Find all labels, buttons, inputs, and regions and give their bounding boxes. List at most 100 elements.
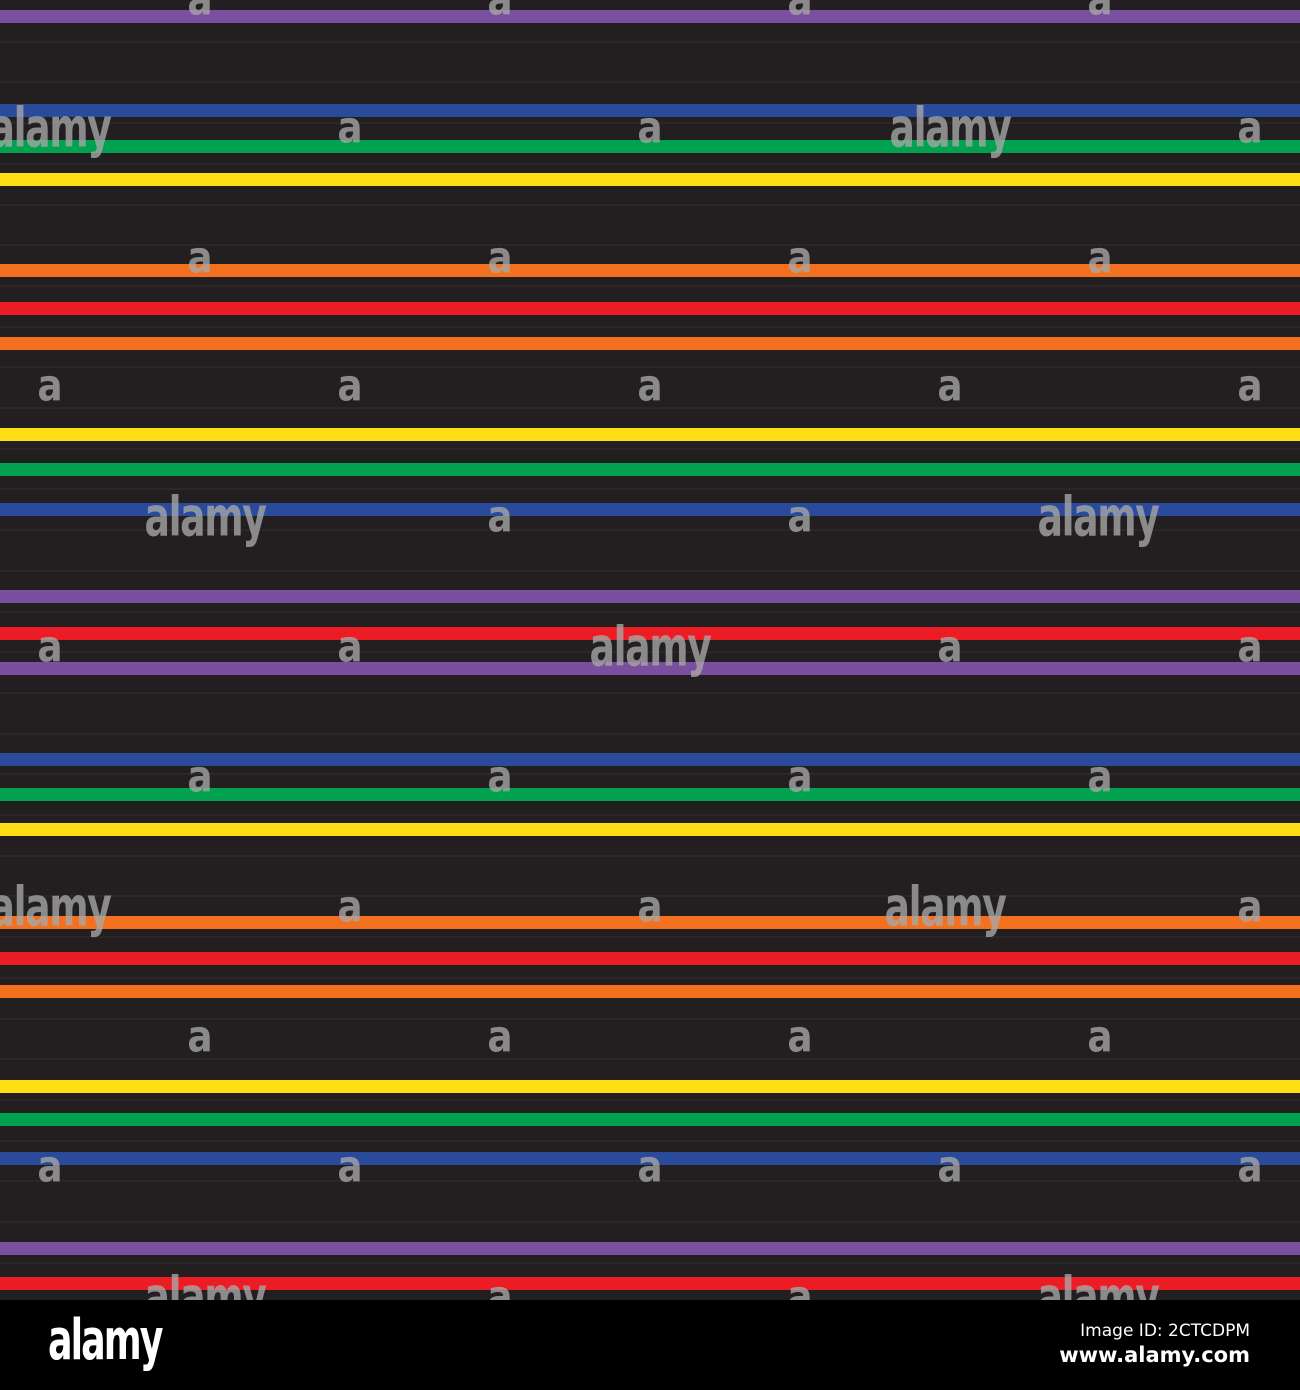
- pinstripe: [0, 1058, 1300, 1061]
- pinstripe: [0, 1017, 1300, 1020]
- watermark-letter: a: [487, 491, 513, 543]
- stripe-purple: [0, 10, 1300, 23]
- watermark-letter: a: [787, 1011, 813, 1063]
- stripe-green: [0, 1113, 1300, 1126]
- pinstripe: [0, 488, 1300, 491]
- watermark-letter: a: [487, 232, 513, 284]
- stripe-purple: [0, 590, 1300, 603]
- watermark-letter: a: [637, 1141, 663, 1193]
- pinstripe: [0, 895, 1300, 898]
- watermark-letter: a: [487, 1271, 513, 1301]
- pinstripe: [0, 976, 1300, 979]
- pinstripe: [0, 732, 1300, 735]
- pinstripe: [0, 1221, 1300, 1223]
- watermark-letter: a: [37, 360, 63, 412]
- watermark-letter: a: [337, 881, 363, 933]
- watermark-letter: a: [937, 1141, 963, 1193]
- watermark-letter: a: [787, 0, 813, 26]
- watermark-letter: a: [1237, 102, 1263, 154]
- watermark-letter: a: [1087, 751, 1113, 803]
- pinstripe: [0, 162, 1300, 165]
- pinstripe: [0, 529, 1300, 532]
- watermark-letter: a: [37, 621, 63, 673]
- stripe-red: [0, 302, 1300, 315]
- watermark-word: alamy: [1037, 1265, 1159, 1301]
- pinstripe: [0, 203, 1300, 206]
- pinstripe: [0, 1261, 1300, 1264]
- stripe-yellow: [0, 428, 1300, 441]
- pinstripe: [0, 366, 1300, 369]
- pinstripe: [0, 40, 1300, 43]
- pinstripe: [0, 854, 1300, 857]
- watermark-letter: a: [187, 1011, 213, 1063]
- stripe-red: [0, 952, 1300, 965]
- footer-meta: Image ID: 2CTCDPM www.alamy.com: [1059, 1320, 1250, 1369]
- watermark-letter: a: [337, 1141, 363, 1193]
- watermark-word: alamy: [589, 615, 711, 679]
- watermark-letter: a: [637, 881, 663, 933]
- pinstripe: [0, 122, 1300, 125]
- stripe-orange: [0, 337, 1300, 350]
- watermark-letter: a: [487, 751, 513, 803]
- watermark-letter: a: [1237, 360, 1263, 412]
- stripe-yellow: [0, 173, 1300, 186]
- watermark-letter: a: [1087, 0, 1113, 26]
- stripe-red: [0, 1277, 1300, 1290]
- stripe-yellow: [0, 1080, 1300, 1093]
- stripe-orange: [0, 916, 1300, 929]
- pinstripe: [0, 1180, 1300, 1183]
- pinstripe: [0, 691, 1300, 694]
- stripe-green: [0, 463, 1300, 476]
- pinstripe: [0, 1098, 1300, 1101]
- watermark-word: alamy: [889, 96, 1011, 160]
- pinstripe: [0, 81, 1300, 84]
- stripe-purple: [0, 662, 1300, 675]
- watermark-word: alamy: [0, 96, 112, 160]
- stripe-orange: [0, 985, 1300, 998]
- striped-pattern: a a a a alamy a a alamy a a a a a a a a a a alamy a a alamy a a…: [0, 0, 1300, 1300]
- stripe-purple: [0, 1242, 1300, 1255]
- watermark-letter: a: [937, 360, 963, 412]
- website-url: www.alamy.com: [1059, 1343, 1250, 1367]
- pinstripe: [0, 610, 1300, 613]
- watermark-letter: a: [187, 751, 213, 803]
- watermark-letter: a: [487, 1011, 513, 1063]
- watermark-letter: a: [187, 232, 213, 284]
- watermark-letter: a: [487, 0, 513, 26]
- pinstripe: [0, 1139, 1300, 1142]
- watermark-letter: a: [787, 751, 813, 803]
- watermark-letter: a: [1237, 881, 1263, 933]
- pinstripe: [0, 325, 1300, 328]
- watermark-word: alamy: [0, 875, 112, 939]
- watermark-letter: a: [37, 1141, 63, 1193]
- watermark-letter: a: [787, 232, 813, 284]
- watermark-word: alamy: [144, 1265, 266, 1301]
- watermark-letter: a: [1087, 1011, 1113, 1063]
- stripe-green: [0, 788, 1300, 801]
- stripe-blue: [0, 503, 1300, 516]
- watermark-letter: a: [637, 360, 663, 412]
- watermark-letter: a: [937, 621, 963, 673]
- pinstripe: [0, 244, 1300, 247]
- watermark-letter: a: [787, 491, 813, 543]
- watermark-word: alamy: [144, 485, 266, 549]
- stripe-red: [0, 627, 1300, 640]
- watermark-letter: a: [1087, 232, 1113, 284]
- stripe-green: [0, 140, 1300, 153]
- watermark-letter: a: [637, 102, 663, 154]
- watermark-word: alamy: [884, 875, 1006, 939]
- stripe-yellow: [0, 823, 1300, 836]
- stripe-blue: [0, 753, 1300, 766]
- alamy-logo: alamy: [48, 1308, 163, 1373]
- pinstripe: [0, 936, 1300, 939]
- watermark-letter: a: [337, 621, 363, 673]
- watermark-word: alamy: [1037, 485, 1159, 549]
- footer-bar: alamy Image ID: 2CTCDPM www.alamy.com: [0, 1300, 1300, 1390]
- stripe-blue: [0, 1152, 1300, 1165]
- pinstripe: [0, 651, 1300, 654]
- watermark-letter: a: [787, 1271, 813, 1301]
- watermark-letter: a: [337, 102, 363, 154]
- pinstripe: [0, 773, 1300, 776]
- stripe-blue: [0, 104, 1300, 117]
